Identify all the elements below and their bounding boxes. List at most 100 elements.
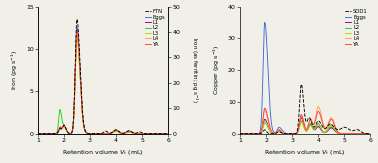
L4 — [368, 133, 373, 135]
L3 — [138, 133, 143, 135]
YA — [96, 133, 100, 135]
L3 — [364, 133, 369, 135]
YA — [263, 107, 267, 109]
L2 — [238, 133, 242, 135]
Eggs — [162, 133, 167, 135]
L3 — [263, 121, 267, 123]
YA — [298, 118, 302, 120]
L4 — [316, 106, 321, 108]
Line: YA: YA — [38, 30, 168, 134]
Eggs — [263, 22, 267, 23]
L2 — [298, 123, 302, 125]
L1 — [364, 133, 369, 135]
L3 — [75, 38, 79, 40]
Eggs — [301, 121, 306, 123]
L4 — [238, 133, 242, 135]
L4 — [99, 133, 104, 135]
L2 — [245, 133, 249, 135]
L3 — [99, 133, 104, 135]
L3 — [364, 133, 369, 135]
Eggs — [341, 133, 345, 135]
L2 — [162, 133, 167, 135]
L1 — [299, 117, 304, 119]
SOD1 — [368, 133, 373, 135]
Line: L3: L3 — [38, 39, 168, 134]
L2 — [368, 133, 373, 135]
SOD1 — [364, 133, 369, 135]
L2 — [301, 124, 306, 126]
Legend: SOD1, Eggs, L1, L2, L3, L4, YA: SOD1, Eggs, L1, L2, L3, L4, YA — [345, 9, 368, 47]
L4 — [162, 133, 167, 135]
L3 — [42, 133, 47, 135]
L3 — [162, 133, 167, 135]
SOD1 — [341, 127, 345, 129]
Eggs — [364, 133, 369, 135]
L4 — [36, 133, 40, 135]
Line: L2: L2 — [240, 121, 370, 134]
Eggs — [238, 133, 242, 135]
L3 — [162, 133, 167, 135]
SOD1 — [238, 133, 242, 135]
FTN — [162, 133, 167, 135]
L2 — [36, 133, 40, 135]
SOD1 — [245, 133, 249, 135]
SOD1 — [301, 100, 306, 102]
FTN — [75, 18, 79, 20]
Line: L4: L4 — [240, 107, 370, 134]
X-axis label: Retention volume $V_t$ (mL): Retention volume $V_t$ (mL) — [62, 148, 144, 157]
YA — [341, 133, 345, 135]
L4 — [42, 133, 47, 135]
L2 — [166, 133, 170, 135]
YA — [364, 133, 369, 135]
L2 — [364, 133, 369, 135]
YA — [75, 29, 79, 31]
YA — [368, 133, 373, 135]
Line: FTN: FTN — [38, 19, 168, 134]
L3 — [36, 133, 40, 135]
L1 — [364, 133, 369, 135]
L3 — [341, 133, 345, 135]
L4 — [301, 121, 306, 123]
FTN — [162, 133, 167, 135]
Line: L2: L2 — [38, 36, 168, 134]
L1 — [341, 133, 345, 135]
L1 — [166, 133, 170, 135]
Line: YA: YA — [240, 108, 370, 134]
FTN — [99, 133, 104, 134]
L1 — [162, 133, 167, 135]
Eggs — [99, 133, 104, 135]
SOD1 — [364, 133, 369, 135]
L1 — [301, 122, 306, 124]
SOD1 — [299, 83, 304, 85]
YA — [166, 133, 170, 135]
Legend: FTN, Eggs, L1, L2, L3, L4, YA: FTN, Eggs, L1, L2, L3, L4, YA — [145, 9, 166, 47]
Eggs — [364, 133, 369, 135]
Line: L3: L3 — [240, 122, 370, 134]
L4 — [166, 133, 170, 135]
Eggs — [36, 133, 40, 135]
YA — [238, 133, 242, 135]
L4 — [75, 33, 79, 35]
FTN — [138, 131, 143, 133]
Line: L1: L1 — [240, 118, 370, 134]
L3 — [96, 133, 100, 135]
YA — [301, 120, 306, 122]
FTN — [166, 133, 170, 135]
Eggs — [245, 133, 249, 135]
L3 — [301, 125, 306, 127]
Line: Eggs: Eggs — [240, 22, 370, 134]
Line: L4: L4 — [38, 34, 168, 134]
L2 — [341, 133, 345, 135]
Eggs — [166, 133, 170, 135]
L2 — [299, 120, 304, 122]
L4 — [138, 133, 143, 135]
YA — [99, 133, 104, 135]
YA — [245, 133, 249, 135]
Line: L1: L1 — [38, 32, 168, 134]
L2 — [96, 133, 100, 135]
L1 — [36, 133, 40, 135]
L1 — [162, 133, 167, 135]
FTN — [36, 133, 40, 135]
L2 — [75, 35, 79, 37]
L4 — [162, 133, 167, 135]
